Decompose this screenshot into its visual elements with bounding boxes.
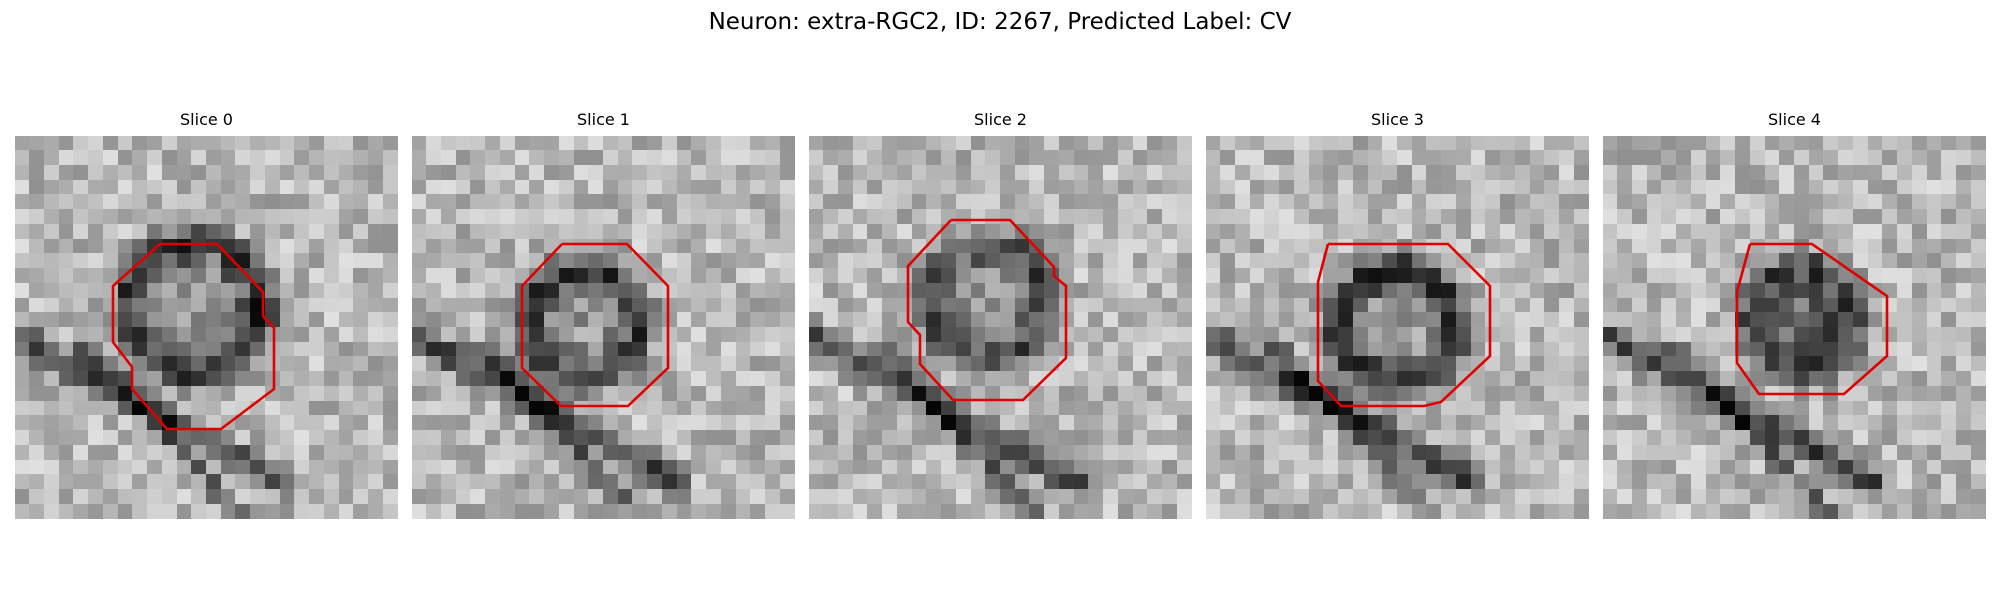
cell-contour-2 [906, 218, 1068, 402]
contour-overlay-1 [520, 242, 670, 408]
slice-title-3: Slice 3 [1371, 110, 1424, 129]
slice-title-0: Slice 0 [180, 110, 233, 129]
cell-contour-0 [111, 242, 276, 431]
microscopy-slice-2 [809, 136, 1192, 519]
microscopy-slice-4 [1603, 136, 1986, 519]
figure-title: Neuron: extra-RGC2, ID: 2267, Predicted … [708, 9, 1292, 35]
cell-contour-4 [1735, 242, 1889, 396]
contour-overlay-4 [1735, 242, 1889, 396]
slice-title-2: Slice 2 [974, 110, 1027, 129]
contour-overlay-3 [1316, 242, 1492, 408]
slice-title-4: Slice 4 [1768, 110, 1821, 129]
slice-panel-1: Slice 1 [412, 108, 795, 519]
slice-title-1: Slice 1 [577, 110, 630, 129]
microscopy-slice-1 [412, 136, 795, 519]
slice-panel-3: Slice 3 [1206, 108, 1589, 519]
microscopy-slice-0 [15, 136, 398, 519]
microscopy-slice-3 [1206, 136, 1589, 519]
slice-panel-4: Slice 4 [1603, 108, 1986, 519]
contour-overlay-2 [906, 218, 1068, 402]
contour-overlay-0 [111, 242, 276, 431]
slice-panel-2: Slice 2 [809, 108, 1192, 519]
cell-contour-1 [520, 242, 670, 408]
slice-panel-0: Slice 0 [15, 108, 398, 519]
cell-contour-3 [1316, 242, 1492, 408]
